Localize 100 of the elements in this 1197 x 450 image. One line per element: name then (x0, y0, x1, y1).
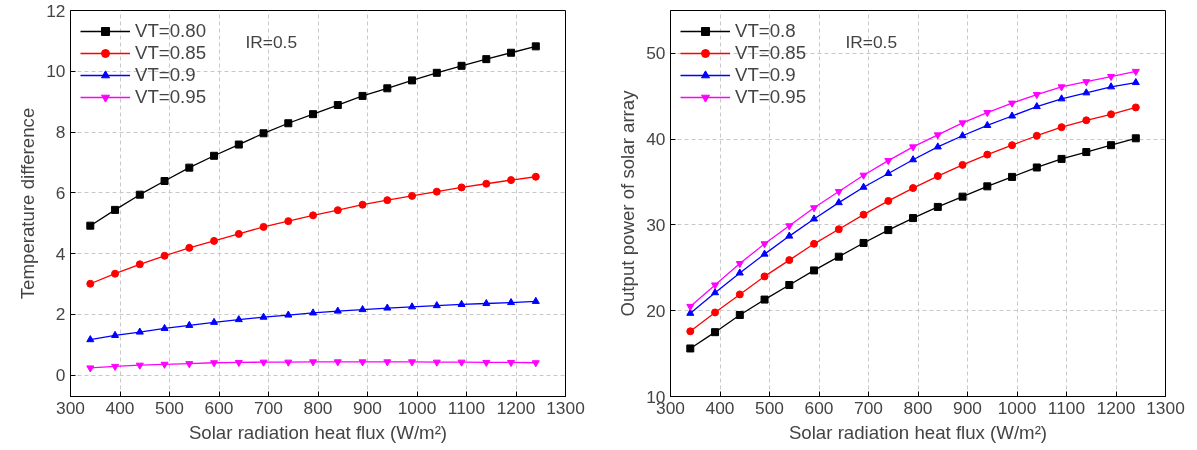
point (86, 335, 95, 343)
point (432, 301, 441, 309)
point (358, 200, 367, 209)
point (909, 184, 918, 193)
y-axis-title: Output power of solar array (617, 89, 639, 317)
y-tick-label: 10 (46, 61, 66, 82)
point (1082, 79, 1091, 87)
point (408, 359, 417, 367)
point (457, 299, 466, 307)
legend-label: VT=0.95 (135, 86, 207, 108)
point (111, 363, 120, 371)
point (309, 308, 318, 316)
point (859, 172, 868, 180)
x-tick-label: 1200 (496, 397, 536, 418)
point (309, 359, 318, 367)
point (135, 362, 144, 370)
point (333, 206, 342, 215)
point (1032, 92, 1041, 100)
point (1107, 141, 1116, 150)
x-tick-label: 900 (353, 397, 382, 418)
point (686, 303, 695, 311)
legend-label: VT=0.95 (735, 86, 807, 108)
x-tick-label: 1200 (1096, 397, 1136, 418)
point (234, 359, 243, 367)
point (810, 239, 819, 248)
legend-label: VT=0.9 (135, 64, 196, 86)
x-tick-label: 800 (903, 397, 933, 418)
point (909, 144, 918, 152)
point (482, 298, 491, 307)
x-tick-label: 700 (854, 397, 883, 418)
x-tick-label: 500 (155, 397, 184, 418)
point (408, 302, 417, 310)
point (1032, 102, 1041, 110)
point (785, 256, 794, 265)
point (711, 328, 720, 337)
x-axis-title: Solar radiation heat flux (W/m²) (788, 421, 1048, 443)
point (1107, 110, 1116, 119)
point (884, 158, 893, 166)
x-tick-label: 1100 (447, 397, 486, 418)
point (983, 110, 992, 118)
point (111, 269, 120, 278)
point (185, 163, 194, 172)
point (383, 359, 392, 367)
point (1131, 78, 1140, 86)
point (531, 296, 540, 304)
point (457, 61, 466, 70)
point (531, 42, 540, 51)
point (507, 176, 516, 185)
legend-label: VT=0.80 (135, 20, 207, 42)
point (482, 359, 491, 367)
point (234, 140, 243, 149)
point (1082, 148, 1091, 157)
point (383, 84, 392, 93)
x-tick-label: 300 (56, 397, 85, 418)
x-tick-label: 1300 (546, 397, 585, 418)
x-tick-label: 600 (204, 397, 234, 418)
point (884, 226, 893, 235)
point (86, 365, 95, 373)
y-tick-label: 0 (55, 365, 66, 386)
point (111, 330, 120, 338)
x-tick-label: 400 (705, 397, 735, 418)
y-tick-label: 8 (55, 122, 66, 143)
point (408, 191, 417, 200)
point (259, 129, 268, 138)
point (711, 282, 720, 290)
point (810, 205, 819, 213)
point (309, 211, 318, 220)
y-tick-label: 30 (646, 214, 666, 235)
point (457, 183, 466, 192)
point (958, 160, 967, 169)
x-tick-label: 500 (755, 397, 784, 418)
point (160, 251, 169, 260)
legend-label: VT=0.9 (735, 64, 796, 86)
point (1032, 163, 1041, 172)
point (432, 68, 441, 77)
point (284, 119, 293, 128)
point (933, 202, 942, 211)
point (810, 214, 819, 222)
point (834, 225, 843, 234)
point (457, 359, 466, 367)
point (259, 222, 268, 231)
point (284, 217, 293, 226)
point (1082, 88, 1091, 96)
annotation: IR=0.5 (245, 31, 298, 52)
point (760, 295, 769, 304)
point (482, 179, 491, 188)
point (1131, 134, 1140, 143)
point (358, 305, 367, 313)
point (210, 236, 219, 245)
point (333, 359, 342, 367)
point (686, 308, 695, 316)
legend-label: VT=0.85 (135, 42, 207, 64)
point (785, 223, 794, 231)
y-tick-label: 40 (646, 129, 666, 150)
point (909, 214, 918, 223)
point (859, 210, 868, 219)
point (309, 110, 318, 119)
point (284, 310, 293, 318)
point (531, 360, 540, 368)
point (958, 120, 967, 128)
